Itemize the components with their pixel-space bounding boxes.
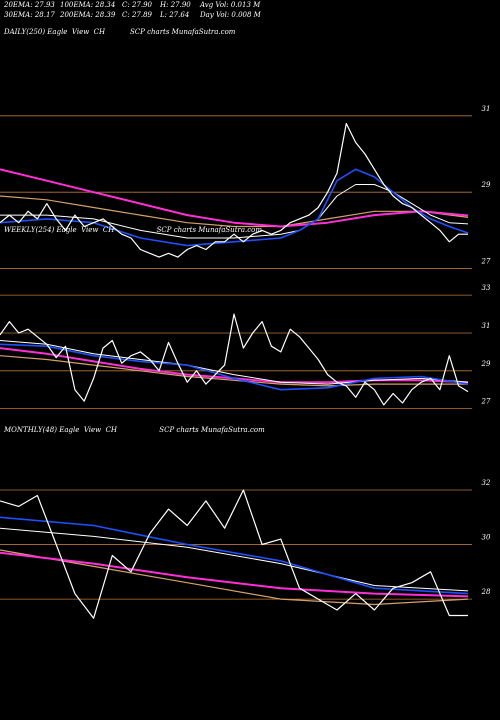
monthly-series-price (0, 489, 468, 619)
header-row1-col1: 20EMA: 27.93 (4, 1, 55, 9)
monthly-panel: 32 30 28 MONTHLY(48) Eagle View CH SCP char… (0, 426, 491, 619)
monthly-ytick-1: 30 (482, 534, 491, 542)
weekly-ytick-3: 27 (481, 398, 491, 406)
header-row2-col3: C: 27.89 (122, 11, 152, 19)
weekly-panel: 33 31 29 27 WEEKLY(254) Eagle View CH SCP ch… (0, 226, 491, 410)
weekly-ytick-1: 31 (482, 322, 491, 330)
monthly-ytick-2: 28 (481, 588, 491, 596)
daily-title-right: SCP charts MunafaSutra.com (130, 28, 236, 36)
monthly-series-ema30 (0, 527, 469, 592)
header-row2-col5: Day Vol: 0.008 M (200, 11, 261, 19)
daily-ytick-1: 29 (481, 181, 491, 189)
daily-series-price (0, 122, 468, 258)
weekly-ytick-2: 29 (481, 360, 491, 368)
daily-panel: 31 29 27 (0, 105, 491, 269)
monthly-series-ema20 (0, 516, 469, 595)
header-row2-col4: L: 27.64 (160, 11, 190, 19)
monthly-title: MONTHLY(48) Eagle View CH SCP charts Mun… (3, 426, 265, 434)
header-row1-col2: 100EMA: 28.34 (60, 1, 116, 9)
weekly-series-ema100 (0, 355, 468, 387)
monthly-series-ema200 (0, 551, 469, 598)
monthly-series-ema100 (0, 549, 469, 606)
daily-series-ema100 (0, 195, 469, 228)
header-row1-col5: Avg Vol: 0.013 M (200, 1, 261, 9)
weekly-series-price (0, 313, 469, 406)
monthly-ytick-0: 32 (482, 479, 491, 487)
weekly-title: WEEKLY(254) Eagle View CH SCP charts Mun… (4, 226, 262, 234)
daily-series-ema20 (0, 168, 469, 247)
daily-ytick-0: 31 (482, 105, 491, 113)
weekly-series-ema30 (0, 340, 469, 385)
daily-ytick-2: 27 (481, 258, 491, 266)
header-row1-col4: H: 27.90 (160, 1, 191, 9)
header-row1-col3: C: 27.90 (122, 1, 152, 9)
weekly-series-ema20 (0, 343, 469, 391)
daily-title-left: DAILY(250) Eagle View CH (4, 28, 106, 36)
header-row2-col2: 200EMA: 28.39 (60, 11, 116, 19)
weekly-ytick-0: 33 (482, 284, 491, 292)
header-row2-col1: 30EMA: 28.17 (4, 11, 55, 19)
daily-series-ema200 (0, 168, 469, 228)
